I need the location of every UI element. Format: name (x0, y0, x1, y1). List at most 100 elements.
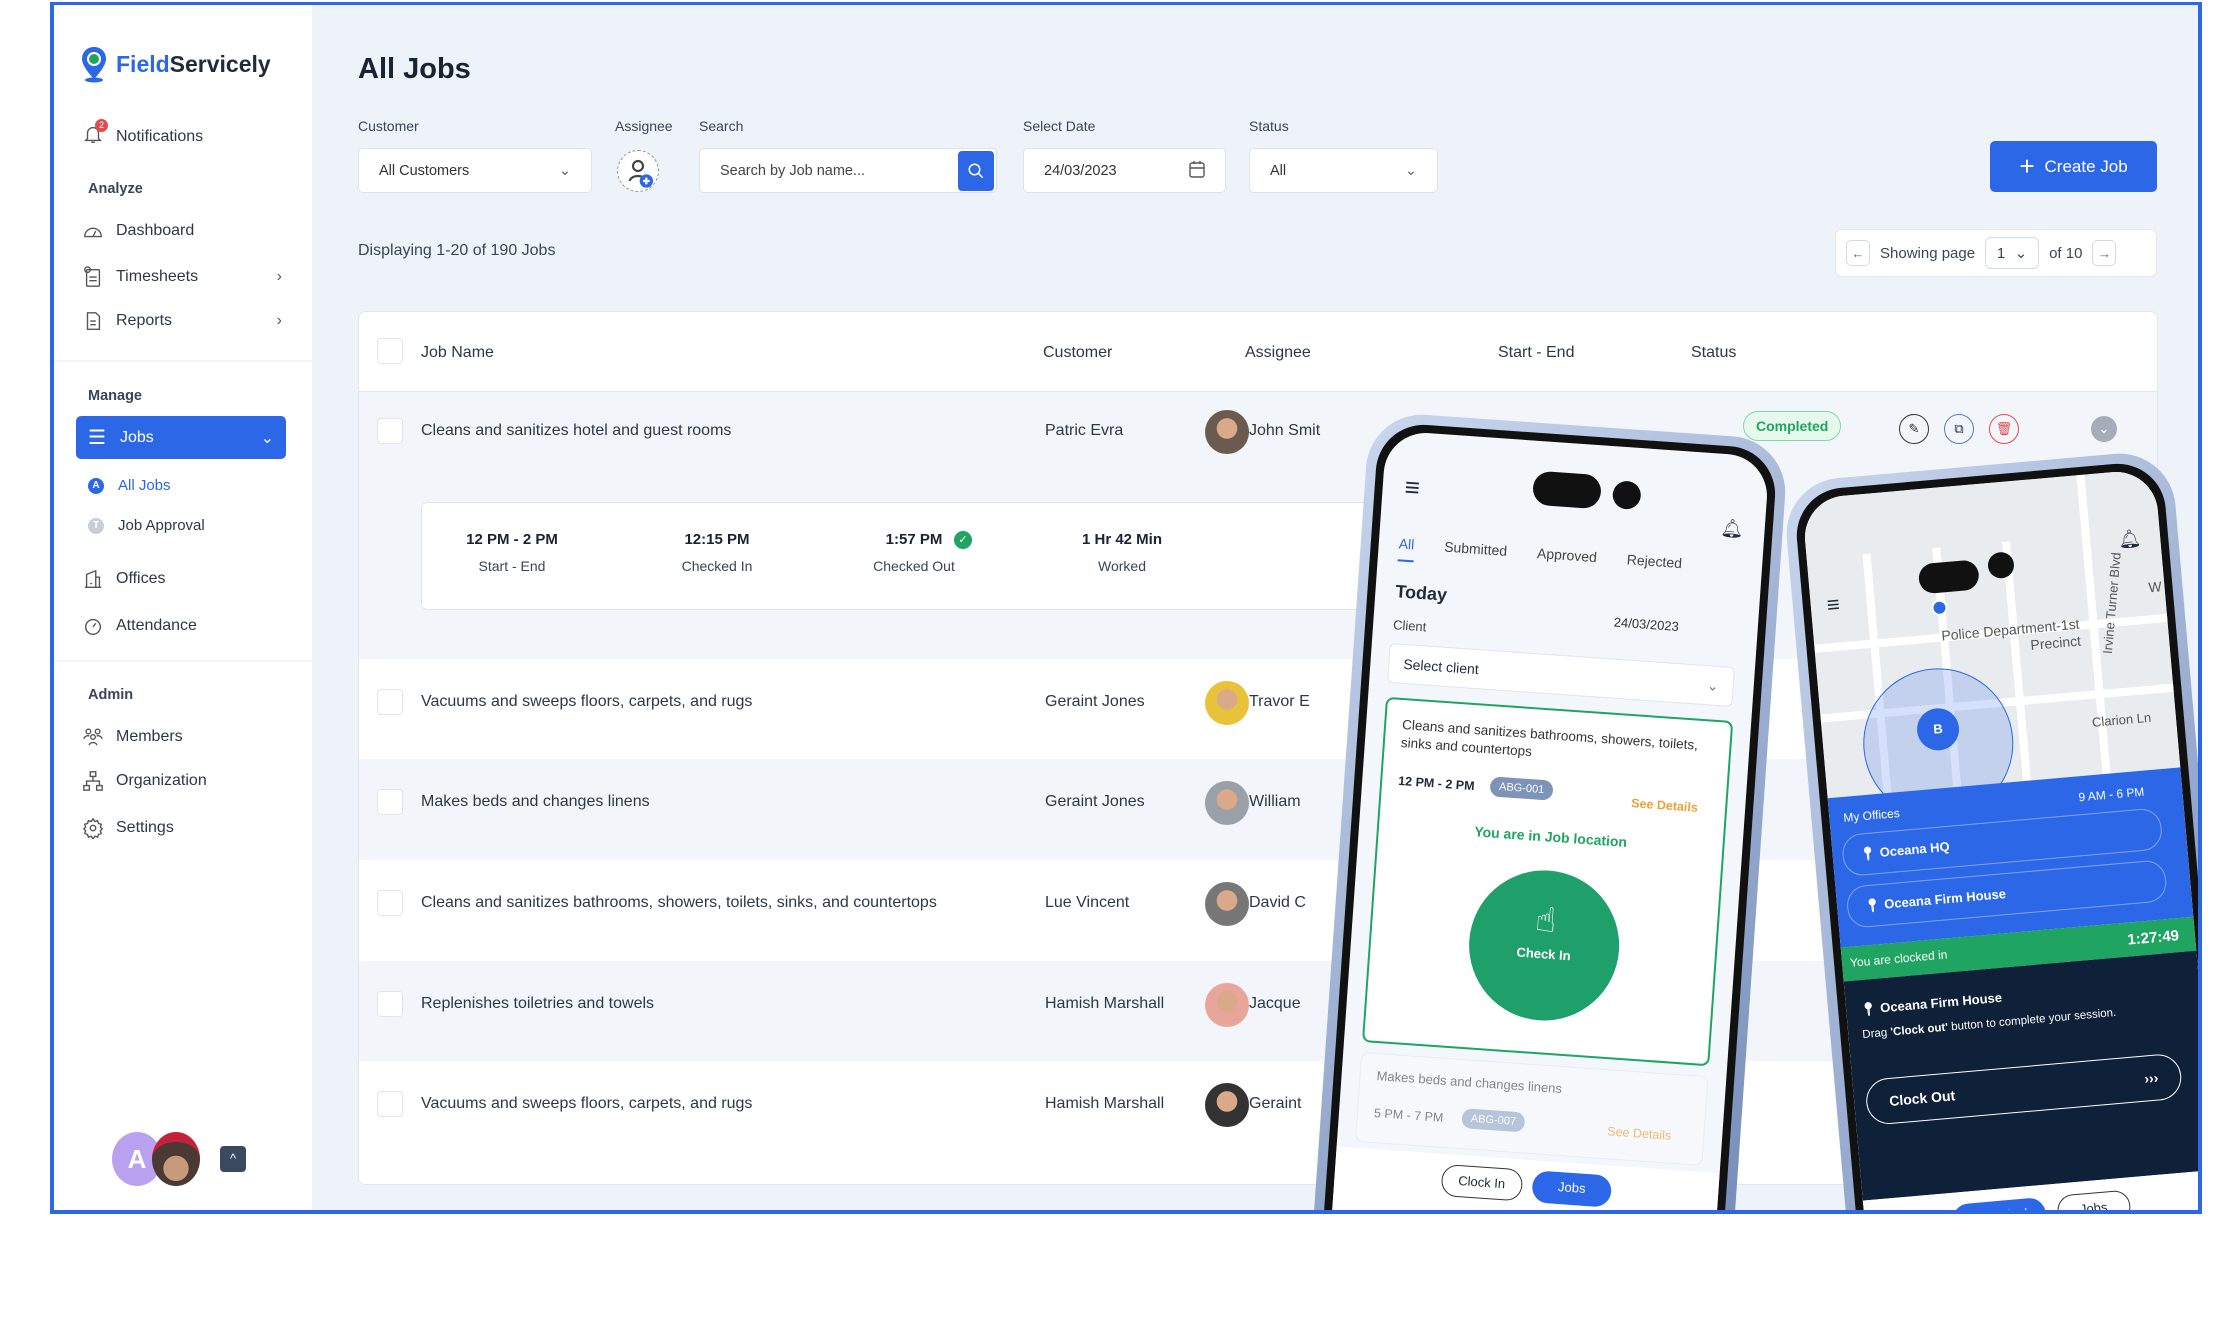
sidebar-item-settings[interactable]: Settings (82, 817, 282, 839)
row-checkbox[interactable] (377, 789, 403, 815)
user-menu[interactable]: A ^ (112, 1132, 246, 1186)
map[interactable]: Police Department-1st Precinct Irvine Tu… (1801, 468, 2181, 825)
job-card[interactable]: Makes beds and changes linens 5 PM - 7 P… (1354, 1051, 1709, 1167)
map-pin-icon: 📍︎ (1858, 844, 1881, 862)
see-details-link[interactable]: See Details (1630, 796, 1699, 815)
sidebar-item-organization[interactable]: Organization (82, 770, 282, 792)
sidebar-item-timesheets[interactable]: Timesheets › (82, 266, 282, 288)
chevron-up-button[interactable]: ^ (220, 1146, 246, 1172)
customer-value: All Customers (379, 162, 470, 179)
timesheet-icon (84, 266, 101, 287)
sidebar-item-jobs[interactable]: ☰ Jobs ⌄ (76, 416, 286, 459)
job-code-badge: ABG-007 (1461, 1108, 1526, 1133)
sidebar-subitem-job-approval[interactable]: T Job Approval (88, 517, 205, 534)
camera (1611, 480, 1642, 511)
tab-rejected[interactable]: Rejected (1626, 551, 1683, 572)
row-checkbox[interactable] (377, 991, 403, 1017)
tab-approved[interactable]: Approved (1536, 545, 1598, 566)
jobs-tab[interactable]: Jobs (1530, 1170, 1613, 1208)
sidebar-item-offices[interactable]: Offices (82, 568, 282, 590)
tab-all[interactable]: All (1397, 535, 1415, 563)
assignee-avatar (1205, 681, 1249, 725)
page-select[interactable]: 1 ⌄ (1985, 237, 2040, 269)
customer-name: Hamish Marshall (1045, 995, 1165, 1012)
job-name[interactable]: Replenishes toiletries and towels (421, 995, 655, 1012)
sidebar-item-dashboard[interactable]: Dashboard (82, 220, 282, 242)
chevrons-right-icon: ››› (2143, 1069, 2159, 1087)
row-checkbox[interactable] (377, 1091, 403, 1117)
job-approval-icon: T (88, 517, 104, 534)
job-location-status: You are in Job location (1473, 823, 1628, 850)
detail-value: 12 PM - 2 PM (466, 531, 558, 548)
duplicate-button[interactable]: ⧉ (1944, 414, 1974, 444)
detail-label: Checked Out (873, 558, 955, 574)
status-label: Status (1249, 118, 1289, 134)
customer-name: Patric Evra (1045, 422, 1124, 439)
phone-mockup-jobs: ≡ 🔔︎ All Submitted Approved Rejected Tod… (1307, 411, 1789, 1210)
client-label: Client (1392, 617, 1427, 635)
search-input[interactable]: Search by Job name... (699, 148, 997, 193)
bell-icon[interactable]: 🔔︎ (2117, 527, 2142, 550)
sidebar-item-label: Dashboard (116, 222, 195, 239)
calendar-icon (1189, 160, 1205, 182)
tab-submitted[interactable]: Submitted (1443, 538, 1508, 559)
divider (54, 360, 312, 362)
sidebar-item-attendance[interactable]: Attendance (82, 615, 282, 637)
job-name[interactable]: Cleans and sanitizes bathrooms, showers,… (421, 894, 937, 911)
sidebar-item-notifications[interactable]: 2 Notifications (82, 119, 282, 150)
detail-item: 12:15 PM Checked In (637, 531, 797, 576)
current-office: 📍︎ Oceana Firm House (1860, 990, 2003, 1018)
edit-button[interactable]: ✎ (1899, 414, 1929, 444)
status-select[interactable]: All ⌄ (1249, 148, 1438, 193)
row-checkbox[interactable] (377, 890, 403, 916)
sidebar-item-label: Notifications (116, 127, 204, 145)
customer-name: Lue Vincent (1045, 894, 1130, 911)
assignee-name: Geraint (1249, 1095, 1302, 1112)
prev-page-button[interactable]: ← (1846, 240, 1870, 266)
select-all-checkbox[interactable] (377, 338, 403, 364)
chevron-up-icon: ⌄ (2098, 421, 2110, 436)
collapse-row-button[interactable]: ⌄ (2091, 416, 2117, 442)
client-select[interactable]: Select client ⌄ (1387, 642, 1736, 707)
org-chart-icon (83, 771, 103, 791)
job-name[interactable]: Makes beds and changes linens (421, 793, 650, 810)
phone-date[interactable]: 24/03/2023 (1613, 614, 1680, 635)
sidebar-item-label: Organization (116, 772, 207, 789)
tap-hand-icon: ☝︎ (1534, 900, 1558, 941)
sidebar-item-reports[interactable]: Reports › (82, 310, 282, 332)
sidebar-subitem-all-jobs[interactable]: A All Jobs (88, 477, 171, 494)
row-checkbox[interactable] (377, 689, 403, 715)
job-name[interactable]: Vacuums and sweeps floors, carpets, and … (421, 1095, 753, 1112)
clock-out-slider[interactable]: Clock Out ››› (1864, 1052, 2184, 1126)
sidebar-item-members[interactable]: Members (82, 726, 282, 748)
job-name[interactable]: Cleans and sanitizes hotel and guest roo… (421, 422, 732, 439)
next-page-button[interactable]: → (2092, 240, 2117, 266)
delete-button[interactable]: 🗑︎ (1989, 414, 2019, 444)
jobs-tab[interactable]: Jobs (2055, 1189, 2132, 1210)
sidebar-item-label: Settings (116, 819, 174, 836)
detail-label: Start - End (478, 558, 546, 574)
hamburger-menu-icon[interactable]: ≡ (1825, 591, 1841, 618)
active-job-card[interactable]: Cleans and sanitizes bathrooms, showers,… (1361, 696, 1734, 1067)
search-button[interactable] (958, 150, 994, 191)
row-checkbox[interactable] (377, 418, 403, 444)
see-details-link[interactable]: See Details (1606, 1124, 1672, 1143)
time-clock-tab[interactable]: Time Clock (1951, 1196, 2047, 1210)
assignee-avatar (1205, 882, 1249, 926)
check-in-button[interactable]: ☝︎ Check In (1464, 865, 1625, 1026)
job-name[interactable]: Vacuums and sweeps floors, carpets, and … (421, 693, 753, 710)
hamburger-menu-icon[interactable]: ≡ (1403, 471, 1421, 503)
divider (54, 660, 312, 662)
customer-select[interactable]: All Customers ⌄ (358, 148, 592, 193)
create-job-button[interactable]: + Create Job (1990, 141, 2157, 192)
assignee-picker[interactable] (617, 150, 659, 192)
search-icon (968, 163, 984, 178)
job-code-badge: ABG-001 (1489, 776, 1554, 801)
bell-icon[interactable]: 🔔︎ (1720, 517, 1745, 540)
search-label: Search (699, 118, 744, 134)
clock-in-tab[interactable]: Clock In (1440, 1163, 1524, 1202)
create-job-label: Create Job (2044, 156, 2128, 176)
sidebar-item-label: Jobs (119, 428, 154, 446)
date-picker[interactable]: 24/03/2023 (1023, 148, 1226, 193)
detail-item: 1:57 PM Checked Out ✓ (834, 531, 994, 576)
